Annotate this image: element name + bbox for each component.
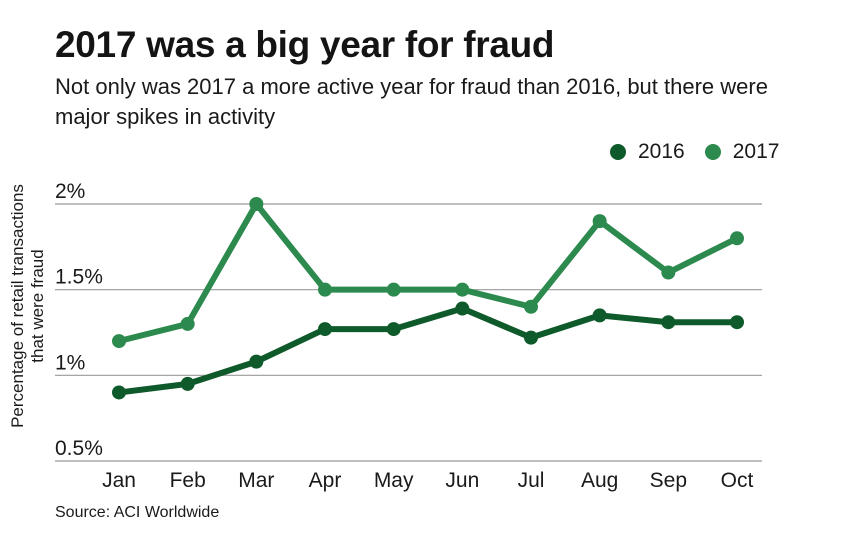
x-tick-label: Jul [518,469,545,492]
data-point-2016 [661,315,676,330]
data-point-2017 [318,282,332,297]
y-tick-label: 2% [55,180,85,203]
x-tick-label: Aug [581,469,618,492]
x-tick-label: May [374,469,414,492]
data-point-2017 [112,334,126,349]
data-point-2016 [524,330,538,345]
data-point-2017 [592,214,607,229]
data-point-2017 [180,316,195,331]
data-point-2017 [730,231,744,246]
data-point-2016 [112,385,126,400]
legend-label-2017: 2017 [732,140,780,163]
series-line-2016 [116,305,740,396]
x-tick-label: Jan [102,469,136,492]
series-line-2017 [116,201,740,345]
y-tick-label: 0.5% [55,437,103,460]
y-tick-label: 1.5% [55,266,103,289]
data-point-2017 [661,265,676,280]
x-tick-label: Apr [309,469,342,492]
chart-subtitle: Not only was 2017 a more active year for… [55,74,768,129]
data-point-2017 [386,282,401,297]
data-point-2017 [249,197,264,211]
y-tick-label: 1% [55,351,85,374]
x-tick-label: Oct [721,469,754,492]
data-point-2016 [318,322,332,337]
chart-title: 2017 was a big year for fraud [55,24,555,65]
x-tick-label: Feb [170,469,206,492]
data-point-2016 [386,322,401,337]
data-point-2016 [730,315,744,330]
chart-legend: 2016 2017 [590,140,779,164]
data-point-2017 [455,282,470,297]
x-tick-label: Sep [650,469,687,492]
legend-swatch-2016 [610,144,626,160]
data-point-2016 [180,376,195,391]
x-tick-label: Mar [238,469,274,492]
x-tick-label: Jun [445,469,479,492]
data-point-2016 [455,301,470,316]
source-note: Source: ACI Worldwide [55,504,220,521]
data-point-2017 [524,299,538,314]
legend-item-2017: 2017 [704,140,780,164]
legend-label-2016: 2016 [638,140,685,163]
legend-item-2016: 2016 [610,140,685,164]
data-point-2016 [592,308,607,323]
data-point-2016 [249,354,264,369]
legend-swatch-2017 [704,144,721,160]
